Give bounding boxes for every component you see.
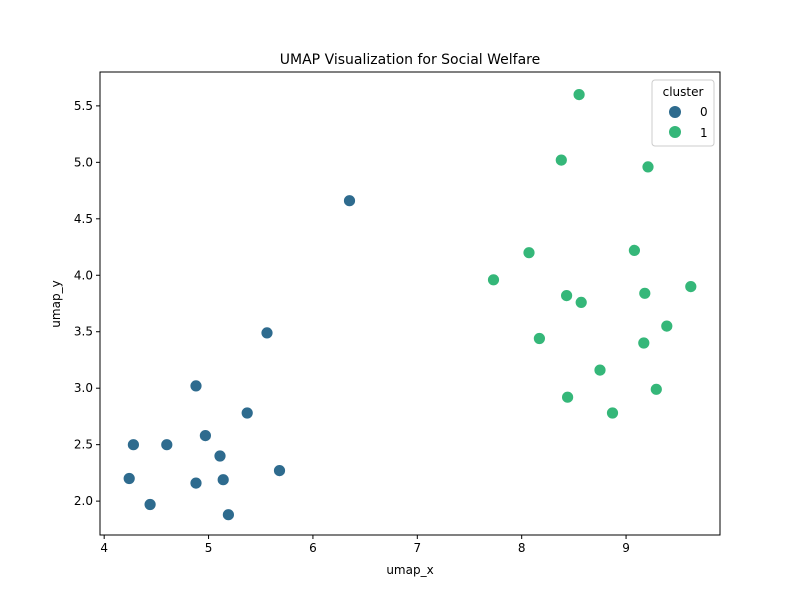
y-tick-label-4: 4.0 — [74, 268, 93, 282]
legend-marker-cluster-1 — [669, 126, 681, 138]
y-tick-label-0: 2.0 — [74, 494, 93, 508]
point-cluster-0-13 — [221, 508, 235, 522]
x-tick-label-2: 6 — [309, 541, 317, 555]
y-axis: 2.0 2.5 3.0 3.5 4.0 4.5 5.0 5.5 — [74, 99, 100, 508]
point-cluster-1-15 — [561, 390, 574, 404]
point-cluster-1-12 — [637, 336, 651, 350]
y-tick-label-7: 5.5 — [74, 99, 93, 113]
y-axis-label: umap_y — [49, 280, 63, 327]
point-cluster-1-1 — [554, 153, 568, 167]
x-tick-label-4: 8 — [518, 541, 526, 555]
point-cluster-1-16 — [606, 406, 619, 420]
y-tick-label-6: 5.0 — [74, 155, 93, 169]
point-cluster-1-11 — [533, 332, 546, 345]
x-tick-label-5: 9 — [622, 541, 630, 555]
point-cluster-1-3 — [522, 246, 536, 260]
y-tick-label-5: 4.5 — [74, 212, 93, 226]
point-cluster-0-1 — [260, 326, 274, 340]
point-cluster-1-5 — [487, 273, 500, 287]
point-cluster-1-7 — [574, 295, 588, 309]
point-cluster-0-3 — [240, 406, 254, 420]
legend-marker-cluster-0 — [669, 106, 681, 118]
point-cluster-1-13 — [593, 363, 607, 377]
y-tick-label-3: 3.5 — [74, 325, 93, 339]
point-cluster-0-11 — [273, 464, 286, 478]
point-cluster-0-2 — [189, 379, 203, 393]
point-cluster-1-0 — [572, 88, 586, 101]
x-tick-label-0: 4 — [100, 541, 108, 555]
point-cluster-0-10 — [216, 473, 230, 487]
legend-title: cluster — [663, 85, 704, 99]
point-cluster-1-4 — [628, 243, 641, 257]
point-cluster-0-4 — [126, 438, 140, 452]
point-cluster-1-9 — [684, 280, 698, 294]
legend-box — [651, 79, 715, 147]
plot-frame — [99, 71, 721, 536]
point-cluster-1-2 — [641, 160, 655, 174]
point-cluster-0-6 — [198, 429, 212, 443]
x-axis: 4 5 6 7 8 9 — [100, 535, 630, 555]
point-cluster-0-8 — [122, 472, 136, 485]
x-tick-label-1: 5 — [205, 541, 213, 555]
point-cluster-1-10 — [660, 319, 674, 333]
legend-label-cluster-0: 0 — [700, 105, 708, 119]
legend: cluster 0 1 — [651, 79, 715, 147]
point-cluster-0-5 — [160, 438, 174, 452]
x-tick-label-3: 7 — [413, 541, 421, 555]
y-tick-label-2: 3.0 — [74, 381, 93, 395]
point-cluster-0-9 — [189, 476, 203, 490]
point-cluster-1-6 — [560, 289, 573, 303]
y-tick-label-1: 2.5 — [74, 438, 93, 452]
point-cluster-0-7 — [213, 449, 227, 463]
point-cluster-1-8 — [638, 286, 652, 300]
point-cluster-0-0 — [343, 194, 356, 208]
x-axis-label: umap_x — [386, 563, 433, 577]
chart-title: UMAP Visualization for Social Welfare — [280, 52, 540, 68]
point-cluster-0-12 — [143, 498, 157, 511]
legend-label-cluster-1: 1 — [700, 126, 708, 140]
points-layer — [122, 88, 698, 522]
point-cluster-1-14 — [649, 382, 663, 396]
